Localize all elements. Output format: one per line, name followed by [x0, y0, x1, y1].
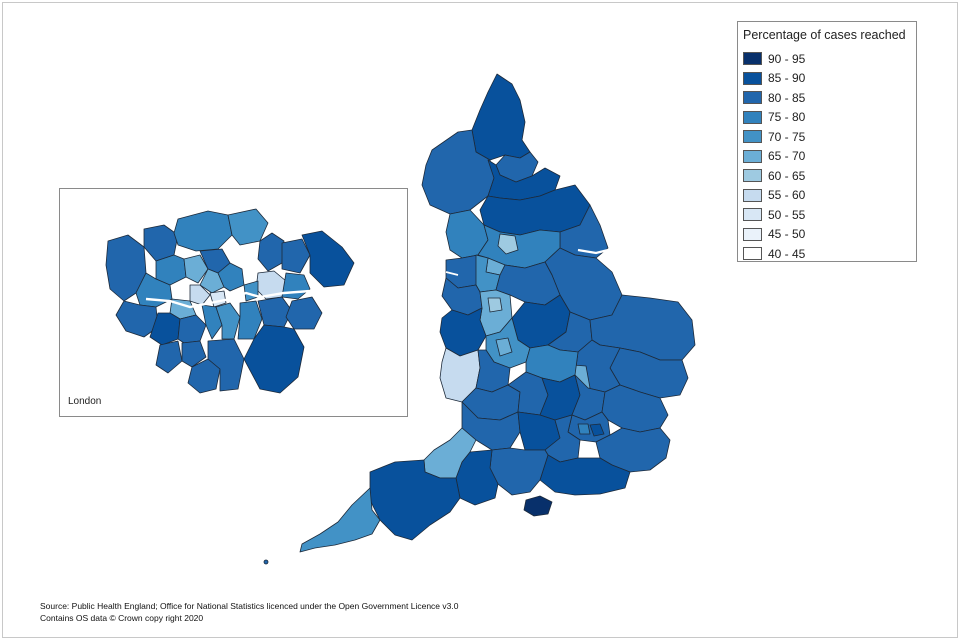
borough-barnet [173, 210, 233, 252]
region-birmingham [495, 337, 513, 357]
legend-item: 40 - 45 [743, 244, 805, 264]
region-london-east [589, 423, 605, 437]
borough-tower-hamlets [243, 280, 259, 302]
legend-label: 60 - 65 [768, 168, 806, 183]
legend-item: 90 - 95 [743, 49, 805, 69]
borough-lambeth [201, 304, 223, 340]
legend-label: 50 - 55 [768, 207, 806, 222]
inset-label: London [68, 396, 102, 407]
source-line: Source: Public Health England; Office fo… [40, 601, 459, 611]
legend-list: 90 - 95 85 - 90 80 - 85 75 - 80 70 - 75 … [743, 49, 805, 264]
borough-islington [199, 268, 225, 294]
legend-swatch [743, 71, 762, 85]
legend-item: 65 - 70 [743, 147, 805, 167]
region-bradford [497, 233, 519, 255]
borough-westminster [189, 284, 211, 306]
legend-label: 75 - 80 [768, 110, 806, 125]
region-sussex [539, 454, 631, 496]
legend-item: 75 - 80 [743, 108, 805, 128]
legend-label: 45 - 50 [768, 227, 806, 242]
legend-item: 50 - 55 [743, 205, 805, 225]
legend-swatch [743, 110, 762, 124]
london-inset: London [59, 188, 408, 417]
legend-label: 70 - 75 [768, 129, 806, 144]
borough-kingston [155, 340, 183, 374]
legend-swatch [743, 149, 762, 163]
humber-estuary [577, 248, 609, 255]
legend-title: Percentage of cases reached [743, 28, 906, 42]
borough-waltham-forest [257, 232, 285, 272]
legend-swatch [743, 130, 762, 144]
borough-croydon [207, 338, 245, 392]
region-stoke [487, 297, 503, 313]
legend-item: 60 - 65 [743, 166, 805, 186]
legend-label: 90 - 95 [768, 51, 806, 66]
borough-barking [281, 272, 311, 300]
legend-swatch [743, 91, 762, 105]
borough-wandsworth [177, 314, 207, 344]
borough-greenwich [257, 296, 293, 328]
borough-hounslow [115, 300, 159, 338]
legend-label: 65 - 70 [768, 149, 806, 164]
legend-swatch [743, 169, 762, 183]
legend-swatch [743, 227, 762, 241]
legend: Percentage of cases reached 90 - 95 85 -… [737, 21, 917, 262]
legend-item: 70 - 75 [743, 127, 805, 147]
river-thames [145, 289, 327, 309]
london-map [105, 208, 355, 394]
borough-camden [183, 254, 209, 284]
legend-item: 80 - 85 [743, 88, 805, 108]
borough-bromley [243, 324, 305, 394]
borough-merton [181, 340, 207, 368]
region-isle-of-wight [523, 495, 553, 517]
legend-label: 55 - 60 [768, 188, 806, 203]
region-cornwall [299, 487, 381, 553]
legend-swatch [743, 247, 762, 261]
legend-item: 55 - 60 [743, 186, 805, 206]
legend-item: 45 - 50 [743, 225, 805, 245]
region-hampshire [489, 447, 549, 496]
borough-havering [301, 230, 355, 288]
region-london-west [577, 423, 591, 435]
legend-label: 80 - 85 [768, 90, 806, 105]
copyright-line: Contains OS data © Crown copy right 2020 [40, 613, 204, 623]
borough-bexley [285, 296, 323, 330]
legend-swatch [743, 188, 762, 202]
region-devon [369, 459, 461, 541]
legend-swatch [743, 52, 762, 66]
legend-swatch [743, 208, 762, 222]
borough-redbridge [281, 238, 311, 274]
source-note: Source: Public Health England; Office fo… [40, 600, 458, 624]
legend-label: 40 - 45 [768, 246, 806, 261]
legend-item: 85 - 90 [743, 69, 805, 89]
mersey-estuary [445, 271, 459, 276]
region-northumberland [471, 73, 531, 161]
region-isles-of-scilly [263, 559, 269, 565]
legend-label: 85 - 90 [768, 71, 806, 86]
